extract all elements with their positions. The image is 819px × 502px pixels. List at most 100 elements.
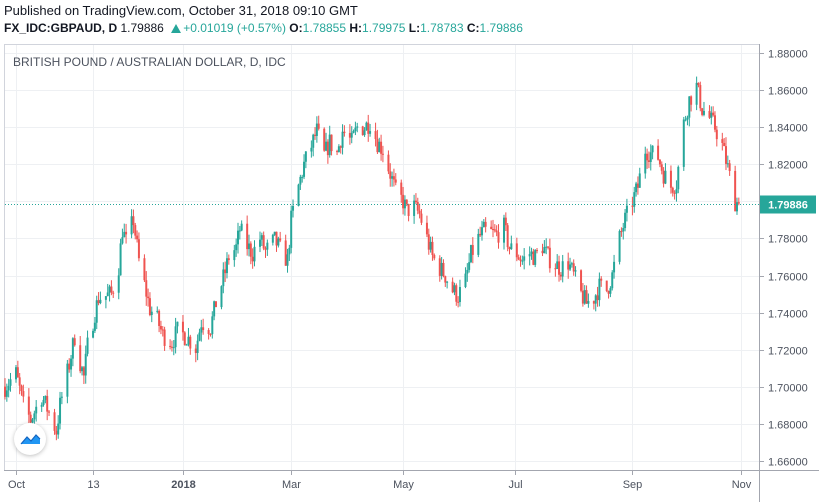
candle-body (108, 286, 111, 293)
candle-body (482, 221, 485, 228)
candle-body (71, 338, 74, 359)
candle-body (159, 325, 162, 330)
candle-body (598, 278, 601, 301)
open-value: 1.78855 (302, 21, 347, 35)
candle-body (646, 153, 649, 161)
candle-body (59, 397, 62, 424)
candle-body (724, 146, 727, 164)
last-price-value: 1.79886 (120, 21, 164, 35)
candle-body (369, 131, 372, 134)
candle-body (132, 216, 135, 226)
candle-body (468, 262, 471, 270)
candle-body (189, 336, 192, 349)
candle-body (495, 230, 498, 233)
candle-body (728, 163, 731, 171)
grid-lines (5, 44, 759, 470)
symbol-label: FX_IDC:GBPAUD, D (4, 21, 118, 35)
candle-body (433, 254, 436, 259)
candle-body (523, 256, 526, 261)
candle-body (66, 363, 69, 397)
candle-body (713, 115, 716, 130)
candle-body (631, 205, 634, 207)
candle-body (592, 301, 595, 304)
candle-body (42, 399, 45, 405)
time-axis[interactable]: Oct 13 2018 Mar May Jul Sep Nov (8, 470, 752, 491)
tradingview-logo-icon (20, 434, 41, 445)
candle-body (581, 290, 584, 304)
candle-body (620, 231, 623, 233)
candle-body (457, 301, 460, 303)
candle-body (48, 411, 51, 413)
candle-body (339, 146, 342, 148)
candle-body (636, 183, 639, 188)
candle-body (521, 260, 524, 262)
candle-body (209, 333, 212, 335)
plot-frame (4, 44, 760, 471)
candle-body (607, 291, 610, 294)
candle-body (671, 187, 674, 193)
last-price-tag-label: 1.79886 (768, 200, 808, 212)
candle-body (130, 216, 133, 235)
candle-body (504, 217, 507, 226)
price-chart[interactable]: 1.66000 1.68000 1.70000 1.72000 1.74000 1.760… (0, 44, 819, 502)
candle-body (613, 261, 616, 273)
candle-body (235, 244, 238, 251)
candle-body (260, 235, 263, 240)
candle-body (392, 176, 395, 180)
candle-body (418, 210, 421, 214)
candle-body (290, 210, 293, 248)
candle-body (145, 280, 148, 297)
candle-body (198, 332, 201, 341)
candle-body (299, 176, 302, 185)
low-label: L: (408, 21, 421, 35)
candle-body (262, 235, 265, 249)
candle-body (92, 330, 95, 338)
y-tick-label: 1.88000 (768, 49, 808, 61)
candle-body (451, 281, 454, 293)
candle-body (341, 131, 344, 148)
candle-body (605, 280, 608, 292)
candle-body (365, 122, 368, 131)
candle-body (336, 151, 339, 153)
candle-body (444, 276, 447, 283)
candle-body (95, 300, 98, 323)
candle-body (547, 246, 550, 248)
candle-body (534, 250, 537, 265)
candle-body (297, 184, 300, 206)
candle-body (55, 430, 58, 435)
candle-body (580, 270, 583, 291)
candle-body (543, 247, 546, 254)
candle-body (490, 226, 493, 230)
candle-body (81, 367, 84, 372)
candle-body (374, 131, 377, 140)
candle-body (367, 122, 370, 134)
candle-body (609, 288, 612, 294)
candle-body (301, 176, 304, 178)
candle-body (117, 275, 120, 293)
candle-body (723, 142, 726, 147)
candle-body (277, 238, 280, 246)
candle-body (163, 329, 166, 346)
candle-body (442, 262, 445, 277)
candle-body (701, 108, 704, 115)
candle-body (170, 346, 173, 348)
y-tick-label: 1.84000 (768, 123, 808, 135)
candle-body (137, 239, 140, 259)
candle-body (227, 258, 230, 261)
tradingview-logo[interactable] (14, 423, 46, 455)
candle-body (458, 287, 461, 303)
candle-body (79, 345, 82, 372)
candle-body (381, 153, 384, 155)
candle-body (402, 194, 405, 209)
candle-body (29, 414, 32, 423)
candle-body (315, 123, 318, 136)
candle-body (491, 229, 494, 231)
y-tick-label: 1.78000 (768, 234, 808, 246)
candle-body (363, 130, 366, 136)
candle-body (686, 117, 689, 120)
y-tick-label: 1.68000 (768, 420, 808, 432)
open-label: O: (289, 21, 303, 35)
candle-body (715, 129, 718, 140)
change-value: +0.01019 (+0.57%) (183, 21, 286, 35)
price-axis[interactable]: 1.66000 1.68000 1.70000 1.72000 1.74000 1.760… (759, 49, 808, 469)
